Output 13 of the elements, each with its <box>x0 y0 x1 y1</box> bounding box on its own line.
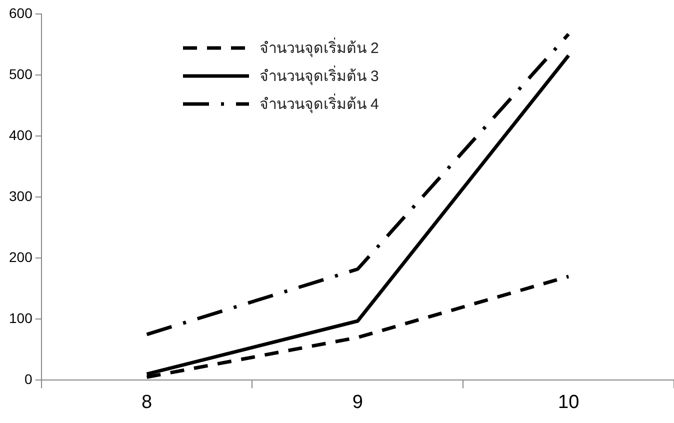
y-tick-label: 200 <box>9 248 33 265</box>
y-tick-label: 500 <box>9 66 33 82</box>
x-tick-label: 8 <box>142 392 152 413</box>
x-tick-label: 10 <box>558 392 580 413</box>
legend-label: จำนวนจุดเริ่มต้น 2 <box>259 36 379 60</box>
y-tick-label: 600 <box>9 4 33 21</box>
legend-label: จำนวนจุดเริ่มต้น 4 <box>259 92 379 116</box>
y-tick-label: 100 <box>9 310 33 326</box>
legend-label: จำนวนจุดเริ่มต้น 3 <box>259 64 379 88</box>
y-tick-label: 400 <box>9 126 33 143</box>
x-tick-label: 9 <box>352 392 363 413</box>
y-tick-label: 300 <box>9 188 33 204</box>
y-tick-label: 0 <box>24 371 33 388</box>
